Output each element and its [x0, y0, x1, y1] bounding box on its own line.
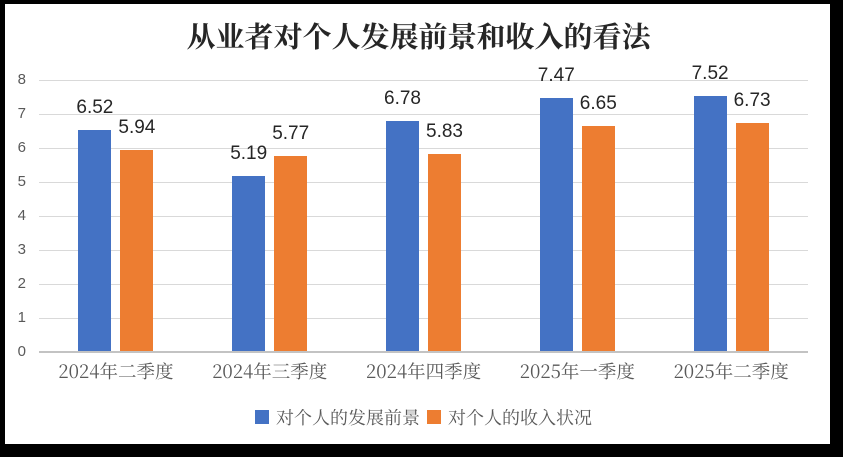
- x-axis-line: [39, 351, 808, 353]
- bar-series0-cat3: [539, 98, 573, 352]
- y-tick-label: 5: [17, 173, 26, 190]
- x-tick-label: 2025年一季度: [519, 358, 635, 384]
- legend-label: 对个人的收入状况: [448, 404, 592, 430]
- y-tick-label: 0: [17, 343, 26, 360]
- gridline: [39, 318, 808, 319]
- data-label: 6.65: [579, 92, 617, 114]
- data-label: 5.94: [118, 116, 156, 138]
- bar-series1-cat3: [581, 126, 615, 352]
- bar-series0-cat2: [386, 121, 419, 352]
- gridline: [39, 114, 808, 115]
- x-tick-label: 2024年二季度: [58, 358, 174, 384]
- data-label: 7.52: [691, 62, 729, 84]
- bar-series1-cat0: [120, 150, 154, 352]
- chart-title: 从业者对个人发展前景和收入的看法: [186, 15, 651, 56]
- bar-series1-cat4: [735, 123, 769, 352]
- chart-canvas: 从业者对个人发展前景和收入的看法 6.52 5.94 5.19 5.77 6.78 5.8…: [5, 4, 830, 444]
- data-label: 5.77: [272, 122, 310, 144]
- gridline: [39, 80, 808, 81]
- data-label: 5.83: [426, 120, 463, 142]
- legend-swatch-blue: [255, 410, 269, 424]
- gridline: [39, 216, 808, 217]
- gridline: [39, 284, 808, 285]
- gridline: [39, 148, 808, 149]
- legend-swatch-orange: [427, 410, 441, 424]
- bar-series0-cat1: [232, 176, 266, 352]
- data-label: 5.19: [230, 142, 268, 164]
- y-tick-label: 8: [17, 71, 26, 88]
- data-label: 7.47: [537, 64, 575, 86]
- x-tick-label: 2024年三季度: [212, 358, 328, 384]
- data-label: 6.73: [733, 89, 771, 111]
- data-label: 6.52: [76, 96, 114, 118]
- y-tick-label: 7: [17, 105, 26, 122]
- bar-series0-cat0: [78, 130, 112, 352]
- y-tick-label: 1: [17, 309, 26, 326]
- y-tick-label: 6: [17, 139, 26, 156]
- gridline: [39, 182, 808, 183]
- legend: 对个人的发展前景 对个人的收入状况: [39, 405, 808, 429]
- gridline: [39, 250, 808, 251]
- legend-item-income-status: 对个人的收入状况: [427, 405, 592, 429]
- y-tick-label: 3: [17, 241, 26, 258]
- plot-area: 6.52 5.94 5.19 5.77 6.78 5.83 7.47 6.65 7.52 6.73: [39, 63, 808, 352]
- legend-item-development-prospects: 对个人的发展前景: [255, 405, 420, 429]
- bar-series0-cat4: [693, 96, 727, 352]
- bar-series1-cat2: [428, 154, 461, 352]
- bar-series1-cat1: [274, 156, 308, 352]
- x-tick-label: 2024年四季度: [365, 358, 482, 384]
- y-tick-label: 4: [17, 207, 26, 224]
- data-label: 6.78: [384, 87, 421, 109]
- y-tick-label: 2: [17, 275, 26, 292]
- x-tick-label: 2025年二季度: [673, 358, 789, 384]
- legend-label: 对个人的发展前景: [276, 404, 420, 430]
